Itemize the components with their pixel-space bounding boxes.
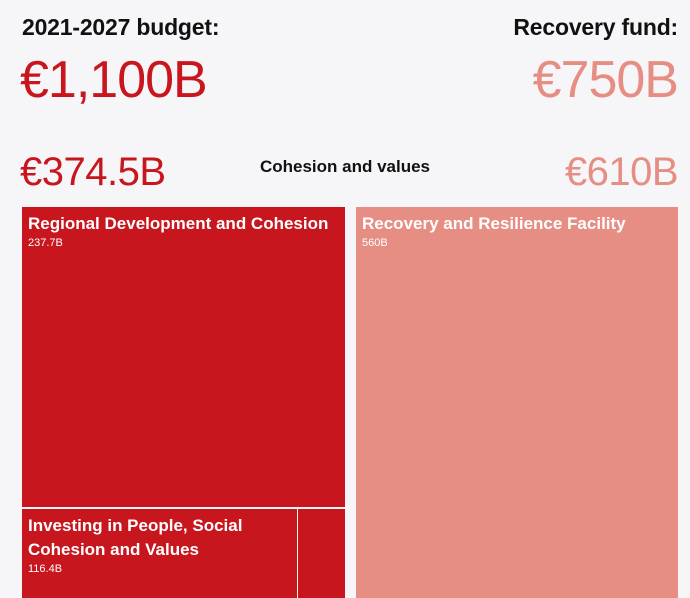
budget-header-label: 2021-2027 budget: — [22, 14, 220, 40]
recovery-grand-total: €750B — [532, 51, 679, 109]
tile-investing-in-people-value: 116.4B — [28, 563, 63, 575]
tile-regional-development-value: 237.7B — [28, 237, 63, 249]
recovery-section-total: €610B — [564, 150, 679, 194]
tile-investing-in-people[interactable]: Investing in People, Social Cohesion and… — [22, 509, 297, 598]
tile-regional-development-name: Regional Development and Cohesion — [28, 214, 329, 233]
section-title: Cohesion and values — [259, 157, 431, 176]
tile-recovery-resilience-facility-name: Recovery and Resilience Facility — [362, 214, 626, 233]
tile-regional-development[interactable]: Regional Development and Cohesion 237.7B — [22, 207, 345, 507]
budget-grand-total: €1,100B — [20, 51, 208, 109]
tile-budget-other[interactable] — [298, 509, 345, 598]
tile-recovery-resilience-facility[interactable]: Recovery and Resilience Facility 560B — [356, 207, 678, 598]
tile-recovery-resilience-facility-value: 560B — [362, 237, 388, 249]
recovery-header-label: Recovery fund: — [513, 14, 678, 40]
budget-section-total: €374.5B — [20, 150, 166, 194]
tile-investing-in-people-name: Investing in People, Social Cohesion and… — [28, 516, 243, 559]
